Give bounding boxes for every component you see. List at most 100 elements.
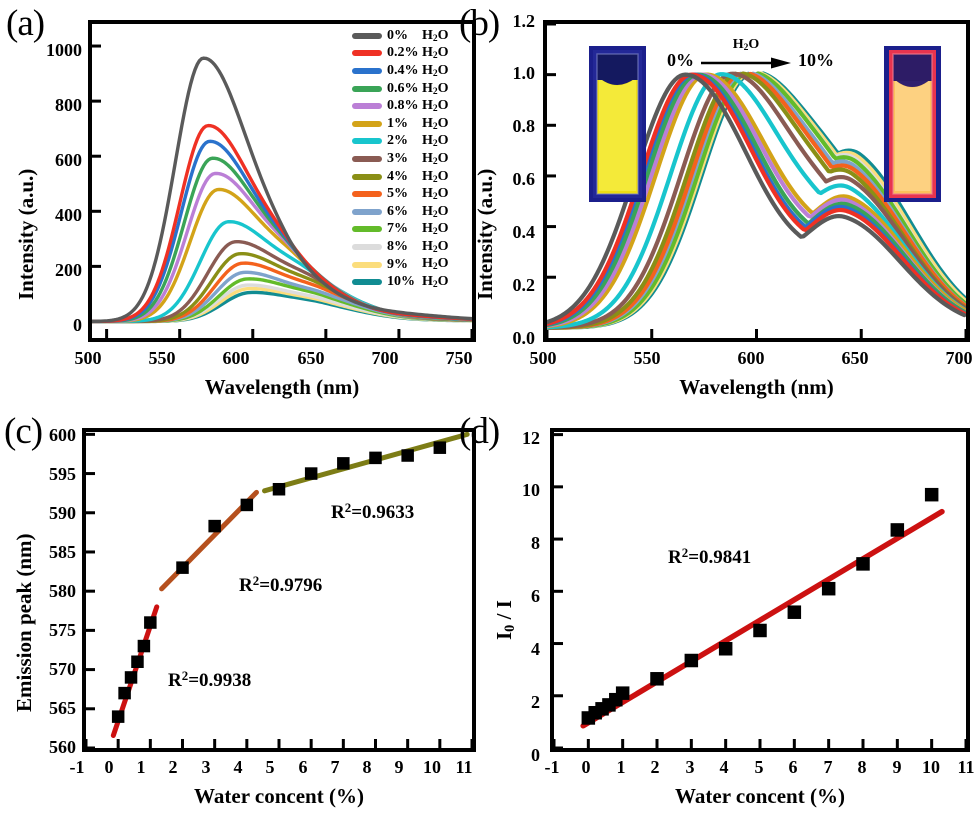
panel-c-xtick: 4 bbox=[233, 757, 243, 777]
legend-h2o-label: H2O bbox=[422, 27, 449, 44]
panel-c-xtick: 8 bbox=[362, 757, 372, 777]
panel-c-ytick: 585 bbox=[49, 542, 76, 562]
panel-a-ytick: 200 bbox=[55, 260, 82, 280]
legend-h2o-label: H2O bbox=[422, 115, 449, 132]
panel-b-xlabel: Wavelength (nm) bbox=[679, 375, 834, 399]
panel-b-ytick: 0.0 bbox=[512, 328, 536, 348]
panel-b-xtick: 550 bbox=[633, 348, 661, 368]
panel-d-xtick: 7 bbox=[823, 757, 833, 777]
legend-h2o-label: H2O bbox=[422, 168, 449, 185]
panel-d-xtick: -1 bbox=[544, 757, 560, 777]
panel-a-tag: (a) bbox=[6, 3, 45, 44]
panel-d-ytick: 0 bbox=[531, 745, 540, 765]
legend-percent-label: 10% bbox=[387, 274, 415, 290]
panel-a-xtick: 500 bbox=[74, 348, 102, 368]
panel-b-tag: (b) bbox=[459, 3, 500, 44]
legend-item[interactable]: 2% H2O bbox=[352, 133, 449, 151]
legend-color-swatch bbox=[352, 208, 382, 215]
legend-item[interactable]: 0.8% H2O bbox=[352, 97, 449, 115]
legend-item[interactable]: 5% H2O bbox=[352, 185, 449, 203]
inset-cuvette-yellow bbox=[589, 46, 646, 202]
panel-d-tag: (d) bbox=[459, 411, 500, 452]
panel-c-xtick: 10 bbox=[423, 757, 441, 777]
legend-item[interactable]: 0.6% H2O bbox=[352, 80, 449, 98]
legend-h2o-label: H2O bbox=[422, 274, 449, 291]
legend-item[interactable]: 10% H2O bbox=[352, 273, 449, 291]
legend-color-swatch bbox=[352, 120, 382, 127]
legend-item[interactable]: 7% H2O bbox=[352, 221, 449, 239]
panel-c-xtick: 1 bbox=[136, 757, 146, 777]
panel-c-xtick: 2 bbox=[168, 757, 178, 777]
legend-color-swatch bbox=[352, 32, 382, 39]
legend-percent-label: 1% bbox=[387, 115, 408, 131]
panel-d-xtick: 3 bbox=[685, 757, 695, 777]
panel-c-ytick: 600 bbox=[49, 425, 76, 445]
legend-color-swatch bbox=[352, 243, 382, 250]
legend-percent-label: 6% bbox=[387, 203, 408, 219]
legend-color-swatch bbox=[352, 173, 382, 180]
legend-item[interactable]: 0% H2O bbox=[352, 27, 449, 45]
legend-percent-label: 2% bbox=[387, 133, 408, 149]
legend-color-swatch bbox=[352, 85, 382, 92]
panel-d-xtick: 6 bbox=[788, 757, 798, 777]
panel-b-curves bbox=[547, 24, 966, 338]
legend-item[interactable]: 3% H2O bbox=[352, 150, 449, 168]
panel-c-ytick: 560 bbox=[49, 737, 76, 757]
panel-a-ytick: 400 bbox=[55, 205, 82, 225]
panel-c-tag: (c) bbox=[4, 411, 43, 452]
panel-d-plot-area bbox=[550, 428, 970, 752]
panel-c-ytick: 595 bbox=[49, 464, 76, 484]
panel-b-ytick: 0.2 bbox=[512, 275, 536, 295]
legend-item[interactable]: 9% H2O bbox=[352, 256, 449, 274]
panel-c-r2-high: R2=0.9633 bbox=[331, 500, 415, 523]
legend-item[interactable]: 0.4% H2O bbox=[352, 62, 449, 80]
panel-b-ytick: 1.0 bbox=[512, 63, 536, 83]
legend-item[interactable]: 8% H2O bbox=[352, 238, 449, 256]
panel-a-xtick: 550 bbox=[148, 348, 176, 368]
panel-d-xtick: 4 bbox=[719, 757, 729, 777]
legend-item[interactable]: 1% H2O bbox=[352, 115, 449, 133]
arrow-right-icon: H2O bbox=[701, 37, 791, 68]
legend-item[interactable]: 4% H2O bbox=[352, 168, 449, 186]
panel-b-xtick: 700 bbox=[945, 348, 973, 368]
legend-h2o-label: H2O bbox=[422, 203, 449, 220]
panel-d-xtick: 1 bbox=[616, 757, 626, 777]
legend-item[interactable]: 0.2% H2O bbox=[352, 45, 449, 63]
inset-cuvette-orange bbox=[884, 46, 941, 202]
panel-b-xtick: 600 bbox=[737, 348, 765, 368]
legend-h2o-label: H2O bbox=[422, 80, 449, 97]
legend-item[interactable]: 6% H2O bbox=[352, 203, 449, 221]
panel-d-scatter bbox=[554, 433, 966, 748]
panel-a-xlabel: Wavelength (nm) bbox=[204, 375, 360, 399]
legend-color-swatch bbox=[352, 261, 382, 268]
panel-d-xtick: 2 bbox=[650, 757, 660, 777]
annotation-over: H2O bbox=[732, 36, 760, 53]
panel-d-xtick: 8 bbox=[857, 757, 867, 777]
panel-b-xtick: 650 bbox=[841, 348, 869, 368]
panel-d-ytick: 4 bbox=[531, 639, 540, 659]
legend-h2o-label: H2O bbox=[422, 133, 449, 150]
panel-c-r2-low: R2=0.9938 bbox=[168, 668, 252, 691]
panel-d-ytick: 6 bbox=[531, 586, 540, 606]
panel-c-xlabel: Water concent (%) bbox=[194, 784, 364, 808]
panel-c-xtick: 3 bbox=[201, 757, 211, 777]
panel-a-legend: 0% H2O 0.2% H2O 0.4% H2O 0.6% H2O 0.8% H2O 1% H2O 2%… bbox=[352, 27, 449, 291]
legend-percent-label: 7% bbox=[387, 221, 408, 237]
legend-percent-label: 0.4% bbox=[387, 62, 419, 78]
panel-c-plot-area bbox=[82, 428, 476, 752]
panel-c-xtick: 7 bbox=[330, 757, 340, 777]
panel-a-ytick: 600 bbox=[55, 150, 82, 170]
panel-a-xtick: 750 bbox=[445, 348, 473, 368]
panel-c-ytick: 570 bbox=[49, 659, 76, 679]
panel-d-ytick: 10 bbox=[522, 480, 540, 500]
panel-a-xtick: 600 bbox=[222, 348, 250, 368]
panel-c-ytick: 590 bbox=[49, 503, 76, 523]
panel-d-ytick: 2 bbox=[531, 692, 540, 712]
panel-d-ytick: 12 bbox=[522, 428, 540, 448]
panel-b-ytick: 1.2 bbox=[512, 11, 536, 31]
legend-percent-label: 0% bbox=[387, 27, 408, 43]
panel-b-xtick: 500 bbox=[529, 348, 557, 368]
legend-percent-label: 0.6% bbox=[387, 80, 419, 96]
panel-a-curves bbox=[92, 44, 472, 338]
legend-color-swatch bbox=[352, 67, 382, 74]
